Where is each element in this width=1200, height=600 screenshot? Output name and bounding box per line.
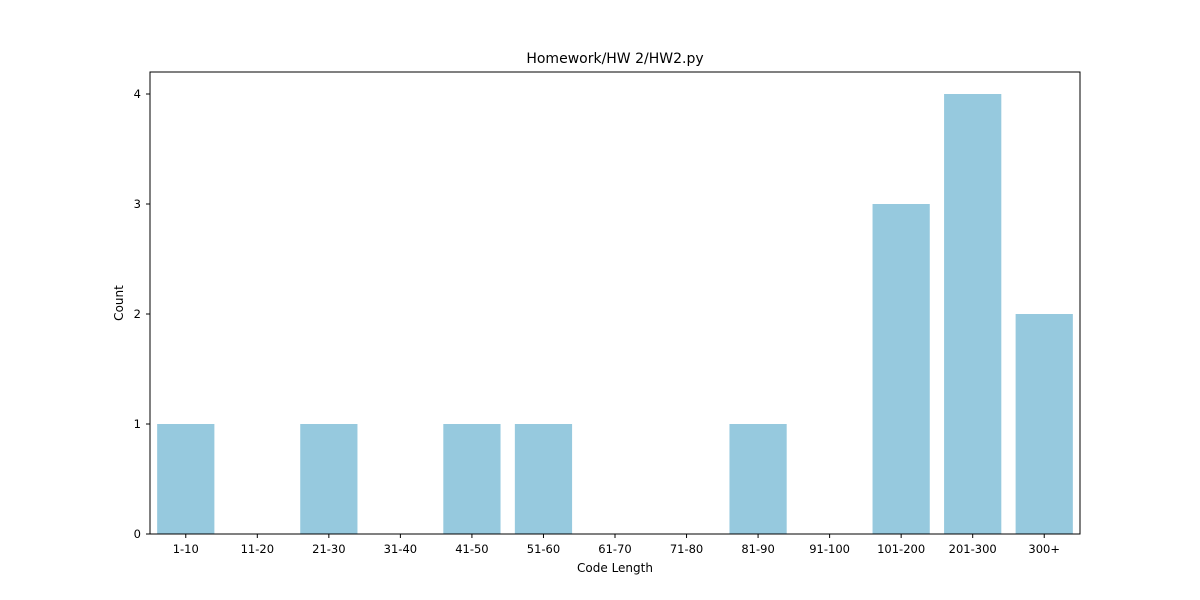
x-tick-label: 91-100 — [809, 542, 850, 556]
y-tick-label: 4 — [134, 87, 141, 101]
bar-201-300 — [944, 94, 1002, 534]
x-tick-label: 11-20 — [241, 542, 274, 556]
x-tick-label: 61-70 — [598, 542, 631, 556]
bar-81-90 — [729, 424, 787, 534]
bar-1-10 — [157, 424, 215, 534]
x-axis-ticks: 1-10 11-20 21-30 31-40 41-50 51-60 61-70 71-80 8… — [173, 534, 1060, 556]
bar-51-60 — [514, 424, 573, 534]
plot-frame — [149, 71, 1081, 535]
y-axis-label: Count — [112, 285, 126, 321]
y-tick-label: 2 — [134, 307, 141, 321]
x-tick-label: 201-300 — [949, 542, 997, 556]
x-tick-label: 71-80 — [670, 542, 703, 556]
x-tick-label: 1-10 — [173, 542, 199, 556]
y-tick-label: 3 — [134, 197, 141, 211]
y-axis-ticks: 0 1 2 3 4 — [134, 87, 150, 541]
bar-300+ — [1015, 314, 1073, 534]
x-tick-label: 300+ — [1028, 542, 1060, 556]
bars — [157, 94, 1073, 534]
x-tick-label: 31-40 — [384, 542, 417, 556]
y-tick-label: 0 — [134, 527, 141, 541]
chart-title: Homework/HW 2/HW2.py — [526, 51, 703, 67]
x-tick-label: 101-200 — [877, 542, 925, 556]
x-axis-label: Code Length — [577, 561, 653, 575]
bar-101-200 — [872, 204, 930, 534]
x-tick-label: 21-30 — [312, 542, 345, 556]
bar-21-30 — [300, 424, 358, 534]
x-tick-label: 51-60 — [527, 542, 560, 556]
y-tick-label: 1 — [134, 417, 141, 431]
bar-41-50 — [443, 424, 501, 534]
x-tick-label: 81-90 — [741, 542, 774, 556]
x-tick-label: 41-50 — [455, 542, 488, 556]
